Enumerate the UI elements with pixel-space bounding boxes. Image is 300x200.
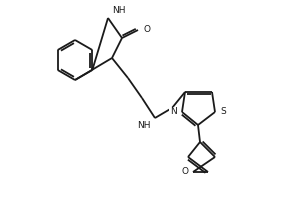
Text: O: O: [182, 166, 189, 176]
Text: S: S: [220, 108, 226, 116]
Text: O: O: [144, 25, 151, 34]
Text: N: N: [170, 108, 177, 116]
Text: NH: NH: [112, 6, 125, 15]
Text: NH: NH: [137, 121, 151, 130]
